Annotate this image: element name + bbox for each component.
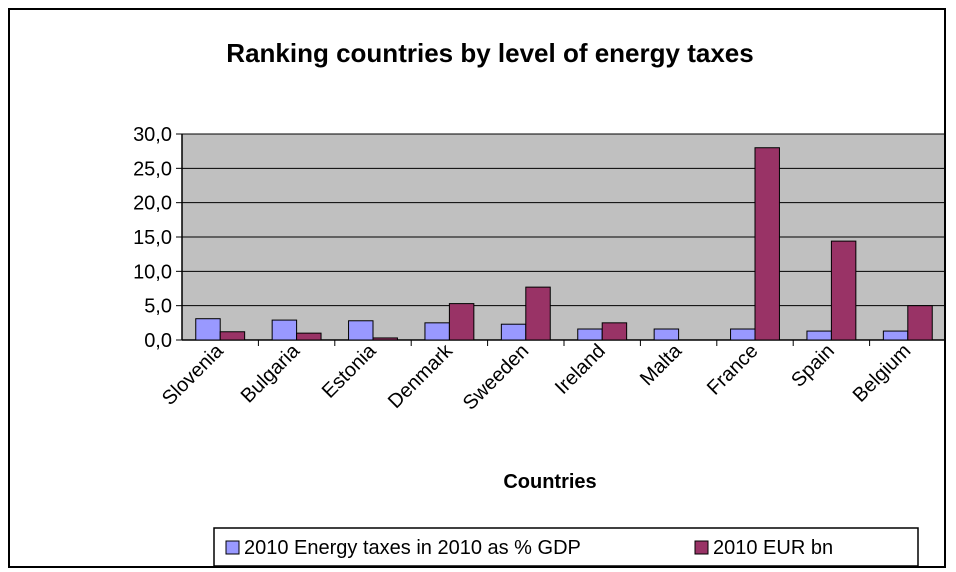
- y-tick-label: 0,0: [144, 330, 172, 352]
- chart-svg: Ranking countries by level of energy tax…: [38, 38, 947, 567]
- y-axis-ticks: 0,0 5,0 10,0 15,0 20,0 25,0 30,0: [133, 124, 182, 352]
- legend-swatch-series-1: [225, 540, 240, 555]
- x-tick-label-ireland: Ireland: [551, 340, 610, 399]
- bar-series-2-spain: [830, 240, 857, 341]
- bar-series-2-ireland: [601, 322, 628, 341]
- bar-series-2-france: [754, 147, 780, 341]
- bar-series-1-estonia: [348, 320, 374, 341]
- x-tick-label-spain: Spain: [787, 340, 839, 392]
- plot-area: [181, 133, 947, 341]
- x-tick-label-belgium: Belgium: [849, 340, 916, 407]
- y-tick-label: 15,0: [133, 227, 172, 249]
- y-axis-label: % of GDP in 2010: [38, 178, 60, 342]
- y-tick-label: 30,0: [133, 124, 172, 146]
- bar-series-2-sweeden: [525, 286, 551, 341]
- legend: 2010 Energy taxes in 2010 as % GDP 2010 …: [213, 527, 919, 567]
- bar-series-1-belgium: [882, 330, 909, 341]
- legend-swatch-series-2: [694, 540, 709, 555]
- x-tick-label-bulgaria: Bulgaria: [237, 339, 305, 407]
- bar-series-2-denmark: [448, 303, 475, 341]
- chart-title: Ranking countries by level of energy tax…: [226, 38, 753, 68]
- bar-series-1-bulgaria: [271, 319, 298, 341]
- chart-frame: Ranking countries by level of energy tax…: [8, 8, 947, 568]
- bar-series-2-bulgaria: [296, 332, 322, 341]
- x-tick-label-denmark: Denmark: [384, 339, 458, 413]
- bar-series-1-spain: [806, 330, 832, 341]
- bar-series-1-malta: [653, 328, 680, 341]
- y-tick-label: 5,0: [144, 296, 172, 318]
- y-tick-label: 20,0: [133, 193, 172, 215]
- x-tick-label-estonia: Estonia: [318, 339, 381, 402]
- bars: [195, 147, 933, 341]
- x-tick-label-malta: Malta: [636, 339, 687, 390]
- bar-series-2-belgium: [907, 305, 933, 341]
- x-axis-ticks: Slovenia Bulgaria Estonia Denmark Sweeden Ire…: [158, 339, 947, 415]
- x-axis-label: Countries: [503, 471, 596, 493]
- bar-series-1-slovenia: [195, 318, 221, 341]
- y-tick-label: 10,0: [133, 261, 172, 283]
- legend-label-series-2: 2010 EUR bn: [713, 537, 833, 559]
- legend-label-series-1: 2010 Energy taxes in 2010 as % GDP: [244, 537, 581, 559]
- bar-series-1-ireland: [577, 328, 603, 341]
- bar-series-1-denmark: [424, 322, 450, 341]
- legend-frame: [213, 527, 919, 567]
- y-tick-label: 25,0: [133, 158, 172, 180]
- bar-series-1-france: [730, 328, 756, 341]
- x-tick-label-france: France: [703, 340, 763, 400]
- bar-series-1-sweeden: [500, 323, 527, 341]
- bar-series-2-estonia: [372, 337, 398, 341]
- x-tick-label-sweeden: Sweeden: [459, 340, 534, 415]
- bar-series-2-slovenia: [219, 331, 246, 341]
